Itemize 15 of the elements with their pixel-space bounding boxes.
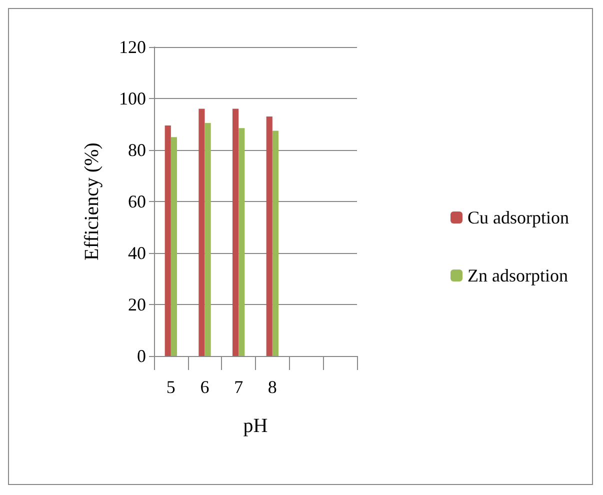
y-tick-label: 20 xyxy=(128,294,146,314)
legend-label: Zn adsorption xyxy=(468,266,568,286)
y-tick-label: 120 xyxy=(119,37,146,57)
y-tick-label: 0 xyxy=(137,346,146,366)
y-tick-label: 100 xyxy=(119,88,146,108)
x-tick-label: 5 xyxy=(166,377,176,397)
y-tick-label: 60 xyxy=(128,192,146,212)
y-tick-label: 80 xyxy=(128,140,146,160)
x-axis-title: pH xyxy=(243,415,268,437)
y-tick-label: 40 xyxy=(128,243,146,263)
x-tick-label: 6 xyxy=(200,377,210,397)
x-tick-label: 7 xyxy=(234,377,244,397)
y-axis-title: Efficiency (%) xyxy=(81,142,103,260)
legend-label: Cu adsorption xyxy=(468,208,570,228)
x-tick-label: 8 xyxy=(268,377,277,397)
